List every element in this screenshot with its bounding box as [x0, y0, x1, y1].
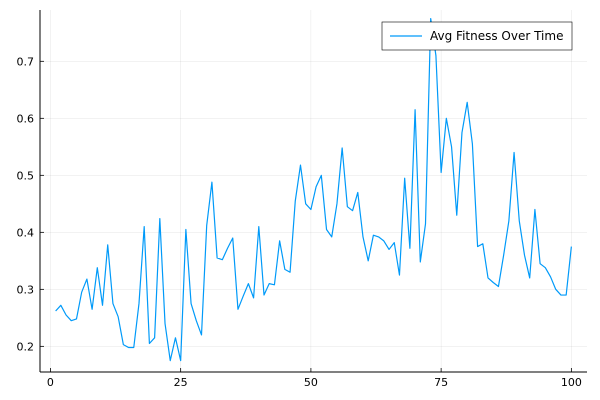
tick-labels: 0 25 50 75 100 0.2 0.3 0.4 0.5 0.6 0.7 [17, 55, 582, 389]
legend-label-avg-fitness: Avg Fitness Over Time [430, 29, 563, 43]
y-tick-label: 0.7 [17, 55, 35, 68]
x-tick-label: 75 [434, 376, 448, 389]
y-tick-label: 0.3 [17, 283, 35, 296]
series-line-avg-fitness [55, 17, 572, 362]
legend: Avg Fitness Over Time [381, 21, 573, 51]
x-tick-label: 25 [174, 376, 188, 389]
y-tick-label: 0.6 [17, 112, 35, 125]
y-tick-label: 0.2 [17, 340, 35, 353]
x-tick-label: 0 [47, 376, 54, 389]
x-tick-label: 50 [304, 376, 318, 389]
x-tick-label: 100 [561, 376, 582, 389]
grid [40, 10, 587, 372]
y-tick-label: 0.4 [17, 226, 35, 239]
axes [39, 10, 587, 373]
y-tick-label: 0.5 [17, 169, 35, 182]
series [55, 17, 572, 362]
